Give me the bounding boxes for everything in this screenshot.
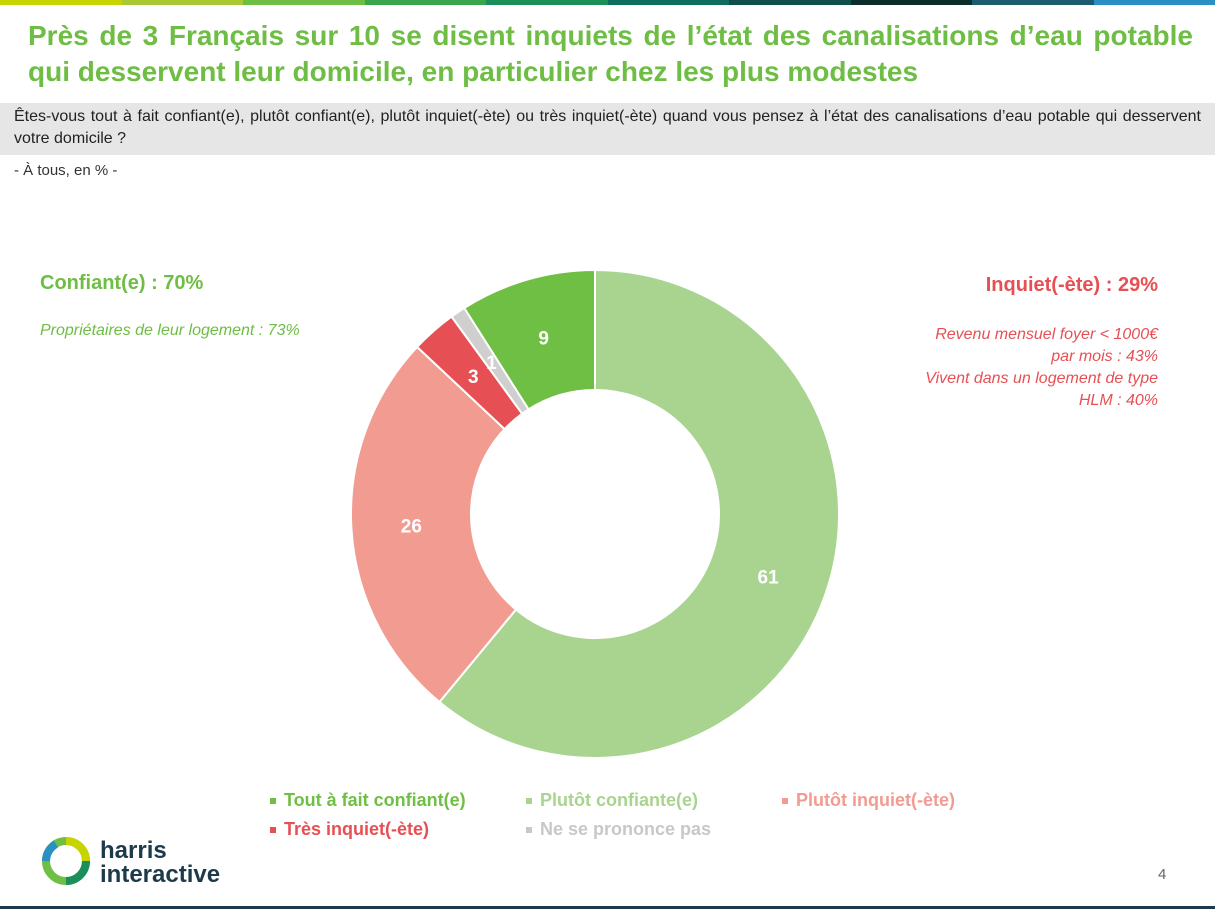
top-bar-segment xyxy=(243,0,365,5)
confident-highlight-note: Propriétaires de leur logement : 73% xyxy=(40,322,300,339)
legend-label: Plutôt confiante(e) xyxy=(540,790,698,810)
question-text: Êtes-vous tout à fait confiant(e), plutô… xyxy=(14,108,1201,147)
top-bar-segment xyxy=(729,0,851,5)
top-bar-segment xyxy=(607,0,729,5)
donut-slice xyxy=(350,345,518,704)
top-bar-segment xyxy=(972,0,1094,5)
top-bar-segment xyxy=(850,0,972,5)
worried-note-line: HLM : 40% xyxy=(1078,392,1158,409)
slice-value-label: 3 xyxy=(468,367,479,388)
worried-total-label: Inquiet(-ète) : 29% xyxy=(985,274,1158,296)
donut-slice xyxy=(462,268,596,411)
legend-swatch xyxy=(270,797,276,804)
legend-item: Tout à fait confiant(e) xyxy=(270,790,466,811)
top-color-bar xyxy=(0,0,1215,5)
brand-line-1: harris xyxy=(100,837,167,864)
slice-value-label: 1 xyxy=(486,353,497,374)
worried-note-line: par mois : 43% xyxy=(1051,348,1158,365)
harris-interactive-logo: harris interactive xyxy=(40,835,240,891)
base-note: - À tous, en % - xyxy=(14,162,118,179)
top-bar-segment xyxy=(0,0,122,5)
legend-label: Tout à fait confiant(e) xyxy=(284,790,466,810)
legend-swatch xyxy=(526,797,532,804)
logo-ring-icon xyxy=(42,837,90,885)
legend-label: Ne se prononce pas xyxy=(540,819,712,839)
top-bar-segment xyxy=(121,0,243,5)
top-bar-segment xyxy=(364,0,486,5)
question-box: Êtes-vous tout à fait confiant(e), plutô… xyxy=(0,103,1215,155)
legend-item: Ne se prononce pas xyxy=(526,819,711,840)
slice-value-label: 26 xyxy=(401,517,422,538)
confident-total-label: Confiant(e) : 70% xyxy=(40,272,204,294)
slice-value-label: 9 xyxy=(538,328,549,349)
page-number: 4 xyxy=(1158,866,1167,883)
slide-title: Près de 3 Français sur 10 se disent inqu… xyxy=(28,20,1193,87)
brand-line-2: interactive xyxy=(100,861,221,888)
legend-item: Très inquiet(-ète) xyxy=(270,819,429,840)
legend-swatch xyxy=(526,826,532,833)
legend-label: Très inquiet(-ète) xyxy=(284,819,430,839)
donut-slice xyxy=(438,268,840,759)
top-bar-segment xyxy=(486,0,608,5)
slice-value-label: 61 xyxy=(758,567,780,588)
legend-item: Plutôt confiante(e) xyxy=(526,790,698,811)
legend-label: Plutôt inquiet(-ète) xyxy=(796,790,955,810)
top-bar-segment xyxy=(1093,0,1215,5)
bottom-rule xyxy=(0,906,1215,909)
legend-swatch xyxy=(782,797,788,804)
legend-item: Plutôt inquiet(-ète) xyxy=(782,790,955,811)
worried-note-line: Vivent dans un logement de type xyxy=(925,370,1158,387)
legend-swatch xyxy=(270,826,276,833)
brand-name: harris interactive xyxy=(100,839,220,887)
worried-note-line: Revenu mensuel foyer < 1000€ xyxy=(935,326,1158,343)
worried-highlight-notes: Revenu mensuel foyer < 1000€ par mois : … xyxy=(838,324,1158,412)
